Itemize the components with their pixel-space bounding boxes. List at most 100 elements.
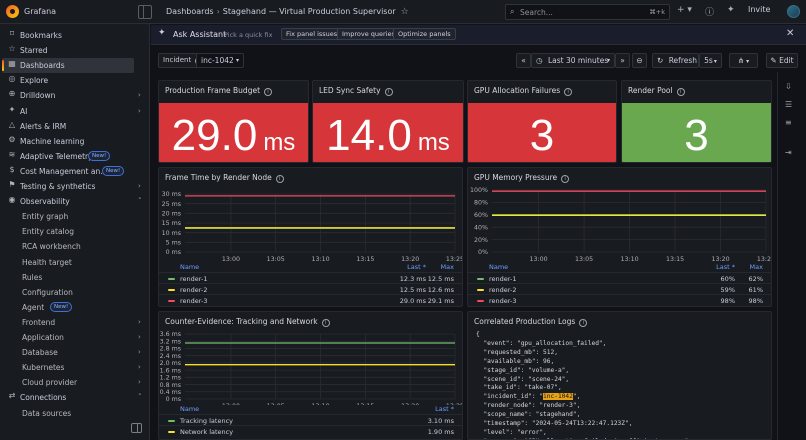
chevron-icon[interactable]: › [138,333,141,341]
panel-title: Render Pool i [628,86,685,96]
sidebar-item-adaptive-telemetry[interactable]: ≋ Adaptive Telemetry New! [2,149,134,164]
legend-header-last[interactable]: Last * [407,263,426,271]
sidebar-item-alerts-irm[interactable]: △ Alerts & IRM [2,119,134,134]
stat-unit: ms [263,129,296,156]
legend-row-tracking-latency[interactable]: Tracking latency 3.10 ms [159,414,462,425]
sidebar-item-machine-learning[interactable]: ⚙ Machine learning [2,134,134,149]
incident-select[interactable]: inc-1042 ▾ [196,53,244,68]
drilldown-icon: ⊕ [8,89,16,99]
legend-row-render-2[interactable]: render-2 12.5 ms 12.6 ms [159,283,462,294]
info-icon[interactable]: i [564,88,573,96]
chevron-icon[interactable]: › [138,363,141,372]
zoom-out-icon[interactable]: « [516,53,531,68]
legend-row-render-1[interactable]: render-1 60% 62% [468,272,771,283]
info-icon[interactable]: i [275,175,284,183]
sidebar-item-entity-catalog[interactable]: Entity catalog [2,224,134,239]
sidebar-item-agent[interactable]: Agent New! [2,300,134,315]
star-icon[interactable]: ☆ [400,7,409,17]
sidebar-item-data-sources[interactable]: Data sources [2,406,134,421]
close-icon[interactable]: ✕ [786,28,795,39]
chevron-icon[interactable]: › [138,317,141,326]
legend-header-last[interactable]: Last * [716,263,735,271]
sidebar-item-health-target[interactable]: Health target [2,255,134,270]
chevron-icon[interactable]: ˄ [138,197,142,206]
legend-header-name[interactable]: Name [180,405,200,413]
chevron-icon[interactable]: ˄ [138,393,142,402]
edit-button[interactable]: ✎ Edit [766,53,798,68]
sidebar-item-connections[interactable]: ⇄ Connections [2,390,134,405]
sidebar-item-kubernetes[interactable]: Kubernetes [2,360,134,375]
sidebar-item-cost-management-an[interactable]: $ Cost Management an... New! [2,164,134,179]
sidebar-item-dashboards[interactable]: ▦ Dashboards [2,58,134,74]
search-input[interactable]: ⌕ Search... ⌘+k [505,4,670,20]
sidebar-item-observability[interactable]: ◉ Observability [2,194,134,209]
sidebar-item-rca-workbench[interactable]: RCA workbench [2,239,134,254]
outline-icon[interactable]: ☰ [785,100,793,109]
assistant-title[interactable]: Ask Assistant [173,30,227,39]
legend-last: 60% [720,275,735,283]
plus-icon[interactable]: + ▾ [677,5,692,15]
legend-header-max[interactable]: Max [440,263,454,271]
sidebar-item-entity-graph[interactable]: Entity graph [2,209,134,224]
fix-panel-issues-button[interactable]: Fix panel issues [281,28,343,40]
info-icon[interactable]: i [321,319,330,327]
zoom-icon[interactable]: ⊖ [632,53,647,68]
legend-swatch [168,278,175,280]
chevron-icon[interactable]: › [138,348,141,357]
invite-button[interactable]: Invite [748,5,771,14]
sidebar-item-starred[interactable]: ☆ Starred [2,43,134,58]
sidebar-item-explore[interactable]: ◎ Explore [2,73,134,88]
log-line: "level": "error", [476,428,547,436]
legend-header-name[interactable]: Name [489,263,509,271]
chevron-down-icon: ▾ [606,57,610,64]
chevron-icon[interactable]: › [138,106,141,115]
right-rail [777,72,778,440]
sidebar-item-configuration[interactable]: Configuration [2,285,134,300]
sidebar-item-rules[interactable]: Rules [2,270,134,285]
legend-header-name[interactable]: Name [180,263,200,271]
sidebar-item-database[interactable]: Database [2,345,134,360]
info-icon[interactable]: i [579,319,588,327]
timeseries-panel-counter-evidence-tracking-and-network: Counter-Evidence: Tracking and Network i 0… [158,311,463,440]
legend-row-network-latency[interactable]: Network latency 1.90 ms [159,425,462,436]
refresh-interval-select[interactable]: 5s▾ [699,53,722,68]
breadcrumb-dashboards[interactable]: Dashboards [166,7,214,16]
info-icon[interactable]: i [264,88,273,96]
avatar[interactable] [787,5,800,18]
add-panel-icon[interactable]: ⇩ [785,82,792,91]
legend-row-render-2[interactable]: render-2 59% 61% [468,283,771,294]
chevron-icon[interactable]: › [138,91,141,100]
refresh-button[interactable]: ↻ Refresh [652,53,699,68]
dock-menu-icon[interactable] [138,5,152,19]
x-tick-label: 13:20 [401,256,419,263]
dock-right-icon[interactable]: ⇥ [785,148,792,157]
share-button[interactable]: ⋔ ▾ [729,53,758,68]
legend-row-render-3[interactable]: render-3 98% 98% [468,294,771,305]
info-icon[interactable]: i [384,88,393,96]
chevron-icon[interactable]: › [138,182,141,190]
stat-panel-led-sync-safety: LED Sync Safety i 14.0 ms [312,80,464,163]
sidebar-item-ai[interactable]: ✦ AI [2,104,134,119]
legend-row-render-3[interactable]: render-3 29.0 ms 29.1 ms [159,294,462,305]
time-range-picker[interactable]: ◷ Last 30 minutes ▾ [531,53,615,68]
legend-header-max[interactable]: Max [749,263,763,271]
collapse-sidebar-icon[interactable] [131,423,142,433]
sidebar-item-testing-synthetics[interactable]: ⚑ Testing & synthetics [2,179,134,194]
sidebar-item-application[interactable]: Application [2,330,134,345]
time-forward-icon[interactable]: » [615,53,630,68]
sparkle-icon[interactable]: ✦ [727,5,735,15]
improve-queries-button[interactable]: Improve queries [337,28,400,40]
info-icon[interactable]: i [561,175,570,183]
info-icon[interactable]: i [676,88,685,96]
optimize-panels-button[interactable]: Optimize panels [393,28,456,40]
sidebar-item-cloud-provider[interactable]: Cloud provider [2,375,134,390]
sidebar-item-drilldown[interactable]: ⊕ Drilldown [2,88,134,103]
help-icon[interactable]: ⓘ [705,8,715,18]
grafana-logo-icon[interactable] [6,5,19,18]
settings-icon[interactable]: ≡ [785,118,792,127]
chevron-icon[interactable]: › [138,378,141,387]
legend-row-render-1[interactable]: render-1 12.3 ms 12.5 ms [159,272,462,283]
sidebar-item-frontend[interactable]: Frontend [2,315,134,330]
sidebar-item-bookmarks[interactable]: ⌑ Bookmarks [2,28,134,43]
legend-header-last[interactable]: Last * [435,405,454,413]
